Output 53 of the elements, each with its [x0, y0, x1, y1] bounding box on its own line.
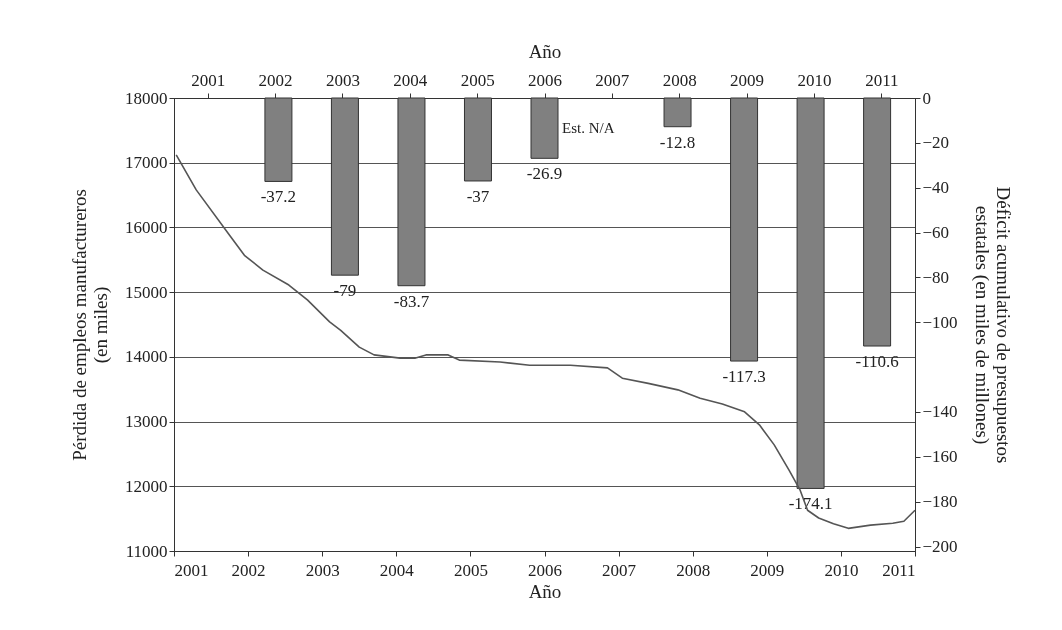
x-tick-label: 2009	[750, 560, 785, 580]
x2-tick-label: 2007	[595, 70, 630, 90]
x-tick-label: 2006	[528, 560, 562, 580]
data-label: -117.3	[722, 367, 766, 387]
x2-tick-label: 2010	[797, 70, 832, 90]
data-label: -37.2	[260, 187, 297, 207]
x2-tick-label: 2001	[191, 70, 226, 90]
y2-tick-label: −20	[922, 133, 950, 153]
data-label: -110.6	[855, 352, 899, 372]
x-tick-label: 2002	[231, 560, 266, 580]
y2-tick-label: −80	[922, 267, 950, 287]
y2-tick-label: −160	[922, 447, 958, 467]
y2-tick-label: −200	[922, 537, 958, 557]
x-tick-label: 2007	[602, 560, 637, 580]
y2-tick-label: −140	[922, 402, 958, 422]
y2-tick-label: −100	[922, 312, 958, 332]
data-label: -26.9	[526, 164, 563, 184]
x-axis-title: Año	[528, 580, 562, 602]
x-tick-label: 2003	[305, 560, 340, 580]
y-tick-label: 18000	[125, 88, 168, 108]
x2-tick-label: 2005	[460, 70, 495, 90]
x2-tick-label: 2006	[528, 70, 562, 90]
y-tick-label: 17000	[125, 153, 168, 173]
y-tick-label: 15000	[125, 282, 168, 302]
line-series	[175, 154, 916, 530]
x2-axis-title: Año	[528, 40, 562, 62]
y2-tick-label: −40	[922, 178, 950, 198]
x-tick-label: 2008	[676, 560, 711, 580]
x-tick-label: 2010	[824, 560, 859, 580]
y2-axis-title: Déficit acumulativo de presupuestos estatales (en miles de millones)	[970, 186, 1014, 464]
y-tick-label: 16000	[125, 217, 168, 237]
x2-tick-label: 2002	[258, 70, 293, 90]
data-label: -37	[466, 186, 490, 206]
x2-tick-label: 2004	[393, 70, 428, 90]
data-label: -12.8	[659, 132, 696, 152]
x2-tick-label: 2008	[662, 70, 697, 90]
annotation: Est. N/A	[562, 120, 615, 136]
y-tick-label: 11000	[125, 541, 168, 561]
x-tick-label: 2011	[882, 560, 916, 580]
x2-tick-label: 2003	[325, 70, 360, 90]
y-tick-label: 14000	[125, 347, 168, 367]
x-tick-label: 2004	[379, 560, 415, 580]
x2-tick-label: 2009	[730, 70, 765, 90]
y-tick-label: 13000	[125, 412, 168, 432]
x-tick-label: 2005	[453, 560, 488, 580]
data-label: -83.7	[393, 291, 430, 311]
y2-tick-label: −180	[922, 492, 958, 512]
y2-tick-label: 0	[922, 88, 931, 108]
y-tick-label: 12000	[125, 476, 168, 496]
y2-tick-label: −60	[922, 223, 950, 243]
x2-tick-label: 2011	[865, 70, 899, 90]
x-tick-label: 2001	[174, 560, 209, 580]
y-axis-title: Pérdida de empleos manufactureros (en miles)	[69, 189, 112, 461]
